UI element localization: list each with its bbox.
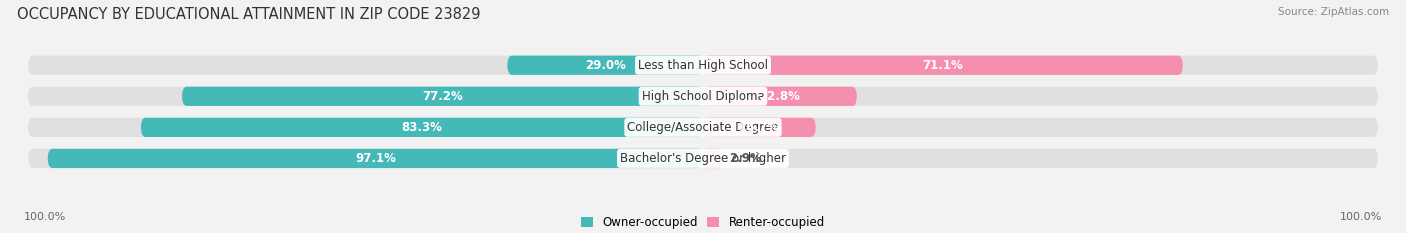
Text: 16.7%: 16.7% (740, 121, 780, 134)
FancyBboxPatch shape (28, 149, 1378, 168)
FancyBboxPatch shape (48, 149, 703, 168)
Text: Less than High School: Less than High School (638, 59, 768, 72)
Text: 100.0%: 100.0% (1340, 212, 1382, 223)
FancyBboxPatch shape (508, 56, 703, 75)
Text: College/Associate Degree: College/Associate Degree (627, 121, 779, 134)
Text: 2.9%: 2.9% (730, 152, 762, 165)
Text: Bachelor's Degree or higher: Bachelor's Degree or higher (620, 152, 786, 165)
FancyBboxPatch shape (181, 87, 703, 106)
FancyBboxPatch shape (28, 56, 1378, 75)
FancyBboxPatch shape (28, 118, 1378, 137)
Text: 83.3%: 83.3% (402, 121, 443, 134)
FancyBboxPatch shape (703, 149, 723, 168)
Legend: Owner-occupied, Renter-occupied: Owner-occupied, Renter-occupied (581, 216, 825, 229)
FancyBboxPatch shape (703, 56, 1182, 75)
FancyBboxPatch shape (703, 87, 856, 106)
Text: High School Diploma: High School Diploma (641, 90, 765, 103)
Text: 71.1%: 71.1% (922, 59, 963, 72)
Text: 29.0%: 29.0% (585, 59, 626, 72)
Text: 100.0%: 100.0% (24, 212, 66, 223)
Text: 22.8%: 22.8% (759, 90, 800, 103)
FancyBboxPatch shape (28, 87, 1378, 106)
FancyBboxPatch shape (703, 118, 815, 137)
Text: Source: ZipAtlas.com: Source: ZipAtlas.com (1278, 7, 1389, 17)
FancyBboxPatch shape (141, 118, 703, 137)
Text: 77.2%: 77.2% (422, 90, 463, 103)
Text: 97.1%: 97.1% (354, 152, 395, 165)
Text: OCCUPANCY BY EDUCATIONAL ATTAINMENT IN ZIP CODE 23829: OCCUPANCY BY EDUCATIONAL ATTAINMENT IN Z… (17, 7, 481, 22)
